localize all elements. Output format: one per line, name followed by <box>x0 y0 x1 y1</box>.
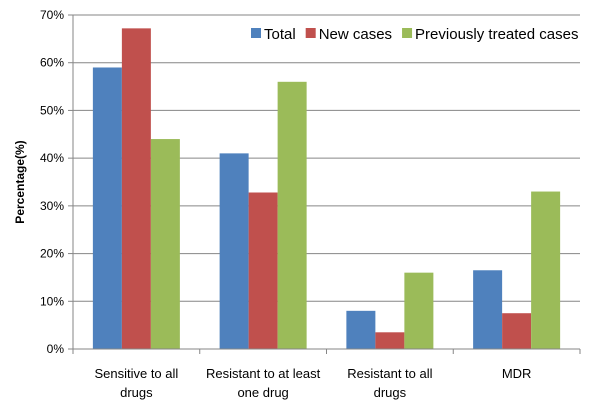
bars <box>92 28 561 350</box>
legend-swatch <box>402 28 413 38</box>
bar-total <box>473 270 503 349</box>
x-tick-labels: Sensitive to all drugs Resistant to at lea… <box>94 366 531 400</box>
y-axis-label: Percentage(%) <box>13 140 27 223</box>
bar-previously-treated-cases <box>277 81 307 350</box>
y-tick-label: 60% <box>40 56 64 70</box>
bar-total <box>219 153 249 349</box>
bar-new-cases <box>248 192 278 349</box>
bar-new-cases <box>502 313 532 349</box>
bar-previously-treated-cases <box>404 272 434 349</box>
y-tick-labels: 0% 10% 20% 30% 40% 50% 60% 70% <box>40 8 64 356</box>
bar-new-cases <box>121 28 151 350</box>
bar-total <box>346 310 376 349</box>
x-tick-label: drugs <box>374 385 407 400</box>
x-tick-label: Sensitive to all <box>94 366 178 381</box>
x-tick-label: one drug <box>237 385 288 400</box>
legend-swatch <box>305 28 316 38</box>
x-tick-label: Resistant to at least <box>206 366 321 381</box>
y-tick-label: 50% <box>40 103 64 117</box>
axes <box>72 15 580 350</box>
x-tick-label: drugs <box>120 385 153 400</box>
legend-label: New cases <box>319 26 392 43</box>
bar-new-cases <box>375 332 405 349</box>
legend-label: Total <box>264 26 296 43</box>
bar-previously-treated-cases <box>531 191 561 349</box>
bar-total <box>92 67 122 349</box>
legend: Total New cases Previously treated cases <box>251 26 578 43</box>
y-tick-label: 30% <box>40 199 64 213</box>
y-tick-label: 10% <box>40 294 64 308</box>
y-tick-label: 0% <box>47 342 65 356</box>
bar-previously-treated-cases <box>150 139 180 349</box>
x-tick-label: MDR <box>502 366 532 381</box>
y-tick-label: 70% <box>40 8 64 22</box>
x-tick-label: Resistant to all <box>347 366 432 381</box>
y-tick-label: 20% <box>40 247 64 261</box>
y-tick-label: 40% <box>40 151 64 165</box>
legend-label: Previously treated cases <box>415 26 578 43</box>
legend-swatch <box>251 28 261 38</box>
